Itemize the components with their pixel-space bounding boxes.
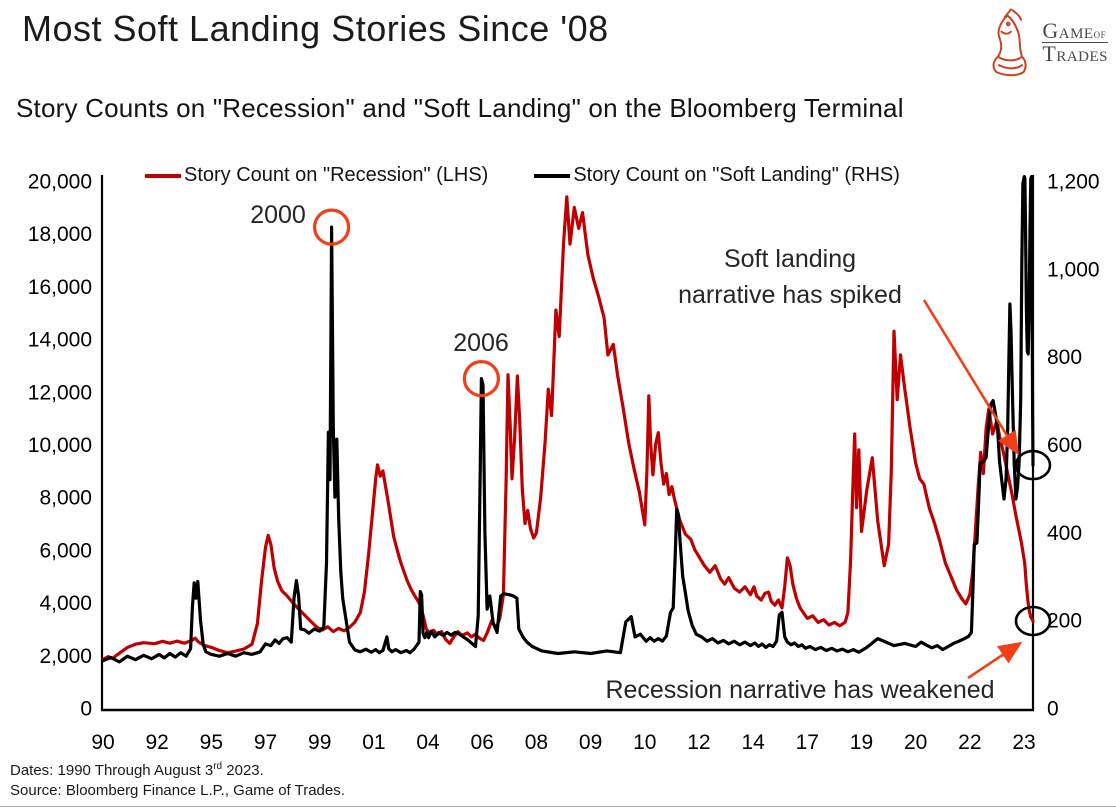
logo-word-game: Game bbox=[1042, 18, 1094, 43]
bottom-divider bbox=[0, 806, 1116, 807]
circle-recession-weakened bbox=[1014, 605, 1052, 637]
circle-2000-peak bbox=[313, 208, 351, 246]
legend: Story Count on "Recession" (LHS) Story C… bbox=[145, 164, 900, 187]
recession-line-swatch bbox=[145, 173, 181, 178]
x-tick-label: 97 bbox=[254, 731, 277, 754]
legend-label-recession: Story Count on "Recession" (LHS) bbox=[184, 164, 489, 186]
legend-item-recession: Story Count on "Recession" (LHS) bbox=[145, 164, 488, 187]
x-tick-label: 20 bbox=[904, 731, 927, 754]
x-tick-label: 06 bbox=[471, 731, 494, 754]
footer: Dates: 1990 Through August 3rd 2023. Sou… bbox=[10, 757, 345, 801]
weakened-arrow bbox=[967, 641, 1023, 680]
y-left-tick-label: 16,000 bbox=[28, 276, 92, 299]
y-right-tick-label: 600 bbox=[1047, 434, 1082, 457]
logo-word-of: of bbox=[1093, 26, 1107, 41]
y-left-tick-label: 12,000 bbox=[28, 381, 92, 404]
x-tick-label: 08 bbox=[525, 731, 548, 754]
y-right-tick-label: 400 bbox=[1047, 522, 1082, 545]
y-left-tick-label: 20,000 bbox=[28, 171, 92, 194]
soft-landing-series-line bbox=[101, 175, 1035, 664]
x-tick-label: 09 bbox=[579, 731, 602, 754]
y-left-tick-label: 10,000 bbox=[28, 434, 92, 457]
x-tick-label: 23 bbox=[1012, 731, 1035, 754]
y-left-tick-label: 2,000 bbox=[39, 645, 92, 668]
x-tick-label: 92 bbox=[145, 731, 168, 754]
y-left-tick-label: 6,000 bbox=[39, 539, 92, 562]
x-tick-label: 01 bbox=[362, 731, 385, 754]
y-right-tick-label: 200 bbox=[1047, 610, 1082, 633]
x-tick-label: 90 bbox=[91, 731, 114, 754]
x-tick-label: 99 bbox=[308, 731, 331, 754]
y-right-tick-label: 1,200 bbox=[1047, 171, 1100, 194]
x-tick-label: 19 bbox=[850, 731, 873, 754]
knight-icon bbox=[992, 8, 1027, 77]
footer-source: Source: Bloomberg Finance L.P., Game of … bbox=[10, 782, 345, 799]
game-of-trades-logo: Gameof Trades bbox=[984, 6, 1108, 78]
legend-label-soft-landing: Story Count on "Soft Landing" (RHS) bbox=[573, 164, 900, 186]
soft-landing-line-swatch bbox=[534, 173, 571, 178]
circle-2006-peak bbox=[462, 360, 500, 398]
y-left-tick-label: 4,000 bbox=[39, 592, 92, 615]
y-right-tick-label: 0 bbox=[1047, 698, 1059, 721]
x-tick-label: 22 bbox=[958, 731, 981, 754]
legend-item-soft-landing: Story Count on "Soft Landing" (RHS) bbox=[534, 164, 900, 187]
x-tick-label: 17 bbox=[796, 731, 819, 754]
y-left-tick-label: 18,000 bbox=[28, 223, 92, 246]
y-right-tick-label: 800 bbox=[1047, 346, 1082, 369]
page-title: Most Soft Landing Stories Since '08 bbox=[22, 8, 609, 49]
footer-dates: Dates: 1990 Through August 3rd 2023. bbox=[10, 761, 264, 779]
x-tick-label: 04 bbox=[416, 731, 440, 754]
logo-word-trades: Trades bbox=[1042, 41, 1108, 66]
x-tick-label: 95 bbox=[200, 731, 223, 754]
recession-series-line bbox=[101, 195, 1035, 661]
logo-text: Gameof Trades bbox=[1042, 6, 1108, 65]
x-tick-label: 10 bbox=[633, 731, 656, 754]
y-right-tick-label: 1,000 bbox=[1047, 258, 1100, 281]
spiked-arrow bbox=[922, 299, 1020, 456]
y-left-tick-label: 14,000 bbox=[28, 329, 92, 352]
y-left-tick-label: 0 bbox=[80, 698, 92, 721]
chart-subtitle: Story Counts on "Recession" and "Soft La… bbox=[16, 93, 904, 123]
x-tick-label: 12 bbox=[687, 731, 710, 754]
x-tick-label: 14 bbox=[741, 731, 765, 754]
circle-soft-landing-spiked bbox=[1014, 449, 1052, 481]
y-left-tick-label: 8,000 bbox=[39, 487, 92, 510]
